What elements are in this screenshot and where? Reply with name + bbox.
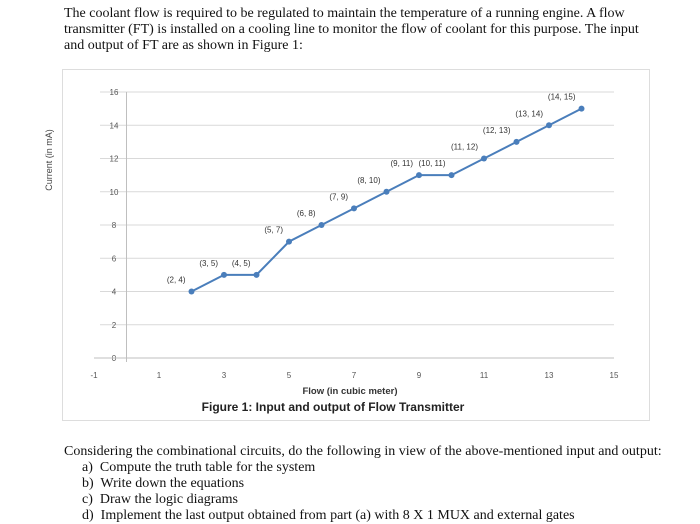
figure-frame (62, 69, 650, 421)
x-tick-label: 3 (222, 371, 227, 380)
data-point (351, 205, 357, 212)
data-label: (8, 10) (357, 176, 380, 185)
data-label: (11, 12) (451, 143, 478, 152)
data-point (221, 271, 227, 278)
x-tick-label: 11 (480, 371, 489, 380)
y-tick-label: 2 (112, 321, 117, 330)
data-label: (2, 4) (167, 276, 186, 285)
data-point (253, 271, 260, 278)
data-point (286, 238, 292, 245)
data-label: (13, 14) (515, 109, 543, 118)
data-label: (7, 9) (329, 192, 348, 201)
x-tick-label: 7 (352, 371, 357, 380)
data-point (318, 222, 325, 228)
y-tick-label: 12 (110, 155, 119, 164)
x-tick-label: 1 (157, 371, 162, 380)
data-label: (4, 5) (232, 259, 251, 268)
y-tick-label: 16 (110, 88, 119, 97)
y-tick-label: 4 (112, 288, 117, 297)
y-tick-label: 10 (110, 188, 119, 197)
data-label: (3, 5) (199, 259, 218, 268)
task-item: b) Write down the equations (82, 476, 245, 491)
task-item: d) Implement the last output obtained fr… (82, 508, 575, 523)
task-item: c) Draw the logic diagrams (82, 492, 238, 507)
x-tick-label: 15 (610, 371, 619, 380)
x-tick-label: -1 (90, 371, 98, 380)
data-point (448, 172, 455, 179)
question-text: Considering the combinational circuits, … (64, 444, 662, 459)
data-point (578, 105, 585, 112)
x-tick-label: 13 (545, 371, 554, 380)
data-point (546, 122, 552, 129)
figure-caption: Figure 1: Input and output of Flow Trans… (201, 400, 465, 414)
problem-intro: The coolant flow is required to be regul… (64, 6, 639, 53)
data-point (513, 138, 520, 145)
data-label: (10, 11) (419, 159, 446, 168)
data-label: (6, 8) (297, 209, 316, 218)
data-label: (5, 7) (264, 226, 283, 235)
data-label: (14, 15) (548, 93, 576, 102)
data-point (188, 288, 195, 295)
data-label: (9, 11) (390, 159, 413, 168)
data-label: (12, 13) (483, 126, 511, 135)
data-point (383, 188, 390, 195)
y-tick-label: 14 (110, 121, 119, 130)
x-tick-label: 5 (287, 371, 292, 380)
data-point (481, 155, 487, 162)
task-list: a) Compute the truth table for the syste… (82, 460, 575, 524)
task-item: a) Compute the truth table for the syste… (82, 460, 316, 475)
x-axis-title: Flow (in cubic meter) (302, 386, 398, 397)
data-point (416, 172, 422, 179)
y-tick-label: 6 (112, 254, 117, 263)
y-tick-label: 8 (112, 221, 117, 230)
y-axis-title: Current (in mA) (44, 129, 54, 191)
x-tick-label: 9 (417, 371, 422, 380)
